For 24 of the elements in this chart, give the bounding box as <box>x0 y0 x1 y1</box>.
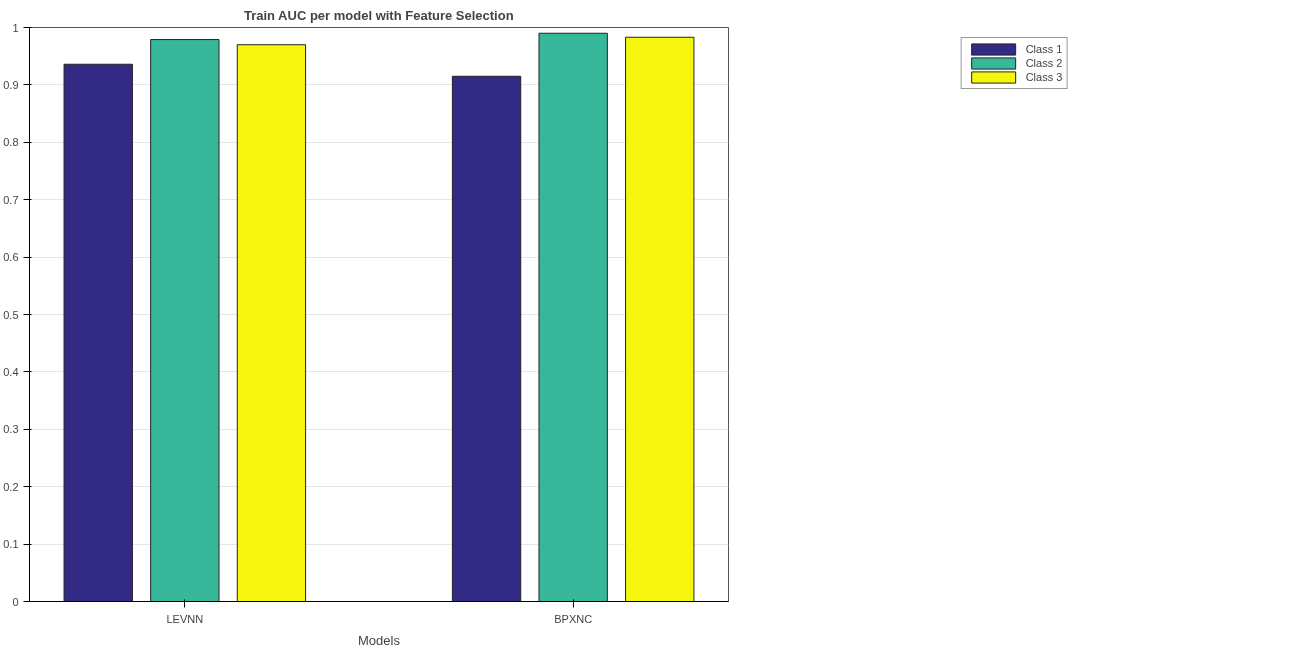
bar <box>63 63 133 602</box>
y-tick-label: 0.7 <box>3 193 19 206</box>
legend-label: Class 3 <box>1025 71 1063 83</box>
y-tick-label: 0 <box>12 595 19 608</box>
bar <box>538 32 608 602</box>
x-tick-label: LEVNN <box>166 612 204 625</box>
bar <box>625 36 695 602</box>
y-tick-label: 0.4 <box>3 365 19 378</box>
y-tick-label: 1 <box>12 21 19 34</box>
bar <box>150 39 220 602</box>
y-tick-label: 0.2 <box>3 480 19 493</box>
x-tick-label: BPXNC <box>554 612 593 625</box>
y-tick-label: 0.5 <box>3 308 19 321</box>
x-axis-title: Models <box>358 632 401 648</box>
bar <box>451 75 522 602</box>
y-tick-label: 0.6 <box>3 251 19 264</box>
legend-label: Class 2 <box>1025 57 1063 69</box>
legend-label: Class 1 <box>1025 43 1063 55</box>
y-tick-label: 0.3 <box>3 423 19 436</box>
y-tick-label: 0.9 <box>3 78 19 91</box>
chart-title: Train AUC per model with Feature Selection <box>243 7 514 23</box>
y-tick-label: 0.1 <box>3 538 19 551</box>
y-tick-label: 0.8 <box>3 136 19 149</box>
bar <box>236 44 307 602</box>
